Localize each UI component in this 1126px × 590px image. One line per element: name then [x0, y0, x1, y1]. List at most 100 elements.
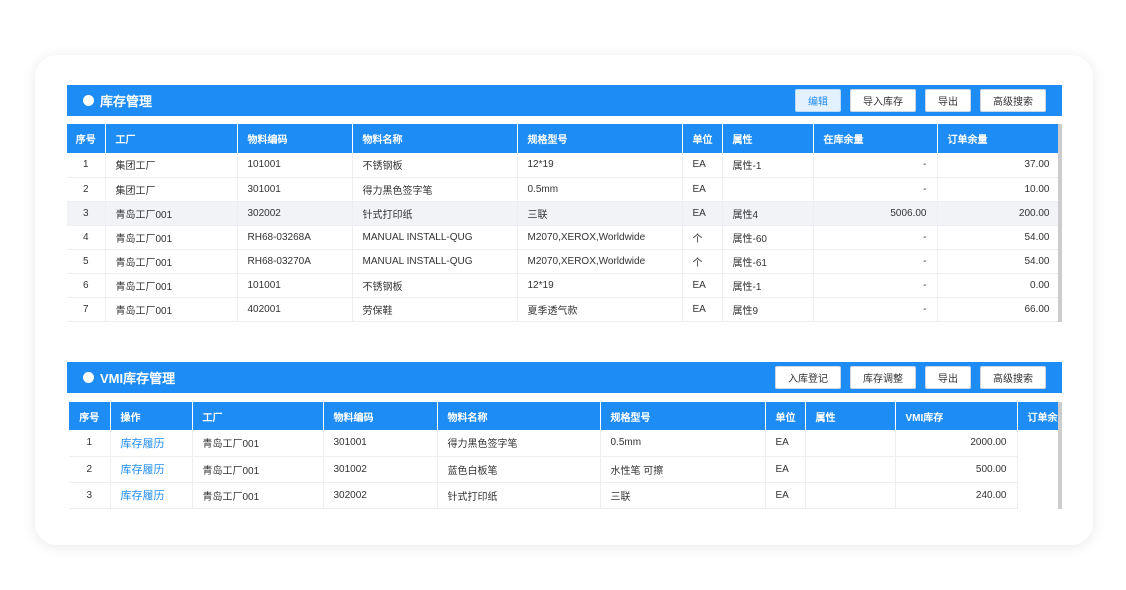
- table-cell: 青岛工厂001: [192, 482, 324, 509]
- table-cell: EA: [682, 177, 723, 202]
- table-cell: 0.5mm: [517, 177, 683, 202]
- table-cell: 5: [67, 249, 106, 274]
- table-cell: 不锈钢板: [352, 273, 518, 298]
- table-cell: 12*19: [517, 273, 683, 298]
- toolbar-button[interactable]: 入库登记: [775, 366, 841, 389]
- table-cell: 500.00: [895, 456, 1018, 483]
- table-wrapper: 序号 工厂 物料编码 物料名称 规格型号 单位 属性 在库余量 订单余量 1 集团工厂 101001 不…: [67, 124, 1062, 322]
- table-cell: 库存履历: [110, 456, 193, 483]
- table-cell: -: [813, 153, 938, 178]
- table-cell: 三联: [517, 201, 683, 226]
- toolbar-button[interactable]: 导入库存: [850, 89, 916, 112]
- table-cell: 针式打印纸: [437, 482, 601, 509]
- table-cell: 水性笔 可擦: [600, 456, 766, 483]
- table-cell: 劳保鞋: [352, 297, 518, 322]
- table-cell: -: [813, 297, 938, 322]
- table-cell: EA: [682, 153, 723, 178]
- table-cell: MANUAL INSTALL-QUG: [352, 249, 518, 274]
- table-cell: 12*19: [517, 153, 683, 178]
- table-cell: 属性9: [722, 297, 814, 322]
- table-cell: 得力黑色签字笔: [352, 177, 518, 202]
- table-cell: 夏季透气款: [517, 297, 683, 322]
- history-link[interactable]: 库存履历: [120, 437, 165, 450]
- table-cell: 青岛工厂001: [105, 225, 238, 250]
- table-cell: 青岛工厂001: [192, 430, 324, 457]
- table-cell: 101001: [237, 153, 353, 178]
- table-cell: 6: [67, 273, 106, 298]
- history-link[interactable]: 库存履历: [120, 464, 165, 476]
- table-cell: 402001: [237, 297, 353, 322]
- table-cell: 5006.00: [813, 201, 938, 226]
- table-cell: 1: [69, 430, 111, 457]
- table-cell: EA: [682, 201, 723, 226]
- table-cell: 集团工厂: [105, 177, 238, 202]
- toolbar-button[interactable]: 高级搜索: [980, 89, 1046, 112]
- table-cell: 属性4: [722, 201, 814, 226]
- table-cell: 库存履历: [110, 430, 193, 457]
- toolbar-button[interactable]: 编辑: [795, 89, 841, 112]
- table-cell: [805, 430, 896, 457]
- table-cell: 10.00: [937, 177, 1058, 202]
- table-cell: 青岛工厂001: [192, 456, 324, 483]
- table-row: 5 青岛工厂001 RH68-03270A MANUAL INSTALL-QUG M20…: [67, 249, 1058, 274]
- table-cell: 青岛工厂001: [105, 297, 238, 322]
- table-row: 1 库存履历 青岛工厂001 301001 得力黑色签字笔 0.5mm EA 2000.00: [69, 430, 1058, 457]
- table-cell: 针式打印纸: [352, 201, 518, 226]
- table-cell: 集团工厂: [105, 153, 238, 178]
- info-icon: [83, 95, 94, 106]
- column-header: 物料名称: [352, 124, 518, 153]
- table-cell: 2: [69, 456, 111, 483]
- table-row: 4 青岛工厂001 RH68-03268A MANUAL INSTALL-QUG M20…: [67, 225, 1058, 250]
- data-table: 序号操作工厂物料编码物料名称规格型号单位属性VMI库存订单余量1库存履历青岛工厂…: [69, 402, 1058, 509]
- table-wrapper: 序号操作工厂物料编码物料名称规格型号单位属性VMI库存订单余量1库存履历青岛工厂…: [69, 402, 1062, 509]
- table-cell: EA: [682, 273, 723, 298]
- table-cell: 个: [682, 225, 723, 250]
- toolbar-button[interactable]: 库存调整: [850, 366, 916, 389]
- toolbar-button[interactable]: 导出: [925, 366, 971, 389]
- table-cell: 青岛工厂001: [105, 273, 238, 298]
- history-link[interactable]: 库存履历: [120, 490, 165, 502]
- info-icon: [83, 372, 94, 383]
- panel: VMI库存管理 入库登记 库存调整 导出 高级搜索 序号 操作 工厂 物料编码 物料名称 规格型号单…: [67, 362, 1062, 509]
- column-header: 规格型号: [517, 124, 683, 153]
- table-cell: EA: [765, 456, 806, 483]
- column-header: VMI库存: [895, 402, 1018, 430]
- column-header: 单位: [765, 402, 806, 430]
- table-cell: 青岛工厂001: [105, 201, 238, 226]
- toolbar-button[interactable]: 高级搜索: [980, 366, 1046, 389]
- column-header: 物料编码: [237, 124, 353, 153]
- column-header: 属性: [722, 124, 814, 153]
- table-cell: 302002: [237, 201, 353, 226]
- table-cell: 个: [682, 249, 723, 274]
- table-row: 2 库存履历 青岛工厂001 301002 蓝色白板笔 水性笔 可擦 EA 500.00: [69, 456, 1058, 483]
- table-cell: 2: [67, 177, 106, 202]
- table-cell: 66.00: [937, 297, 1058, 322]
- column-header: 订单余量: [937, 124, 1058, 153]
- column-header: 操作: [110, 402, 193, 430]
- panel: 库存管理 编辑 导入库存 导出 高级搜索 序号 工厂 物料编码 物料名称 规格型号 单位 属性 在库余量…: [67, 85, 1062, 322]
- table-cell: 240.00: [895, 482, 1018, 509]
- column-header: 属性: [805, 402, 896, 430]
- table-cell: MANUAL INSTALL-QUG: [352, 225, 518, 250]
- table-cell: 301001: [237, 177, 353, 202]
- table-cell: 3: [67, 201, 106, 226]
- table-row: 6 青岛工厂001 101001 不锈钢板 12*19 EA 属性-1-0.00: [67, 273, 1058, 298]
- toolbar-button[interactable]: 导出: [925, 89, 971, 112]
- toolbar: 编辑 导入库存 导出 高级搜索: [795, 89, 1046, 112]
- column-header: 订单余量: [1017, 402, 1058, 430]
- column-header: 在库余量: [813, 124, 938, 153]
- panel-header: 库存管理 编辑 导入库存 导出 高级搜索: [67, 85, 1062, 116]
- table-cell: 54.00: [937, 249, 1058, 274]
- toolbar: 入库登记 库存调整 导出 高级搜索: [775, 366, 1046, 389]
- header-row: 序号 工厂 物料编码 物料名称 规格型号 单位 属性 在库余量 订单余量: [67, 124, 1058, 153]
- table-cell: 属性-60: [722, 225, 814, 250]
- table-cell: 7: [67, 297, 106, 322]
- table-cell: 101001: [237, 273, 353, 298]
- table-cell: 不锈钢板: [352, 153, 518, 178]
- table-row: 3 库存履历 青岛工厂001 302002 针式打印纸 三联 EA 240.00: [69, 482, 1058, 509]
- table-cell: M2070,XEROX,Worldwide: [517, 225, 683, 250]
- table-cell: 4: [67, 225, 106, 250]
- table-cell: [805, 482, 896, 509]
- table-cell: 得力黑色签字笔: [437, 430, 601, 457]
